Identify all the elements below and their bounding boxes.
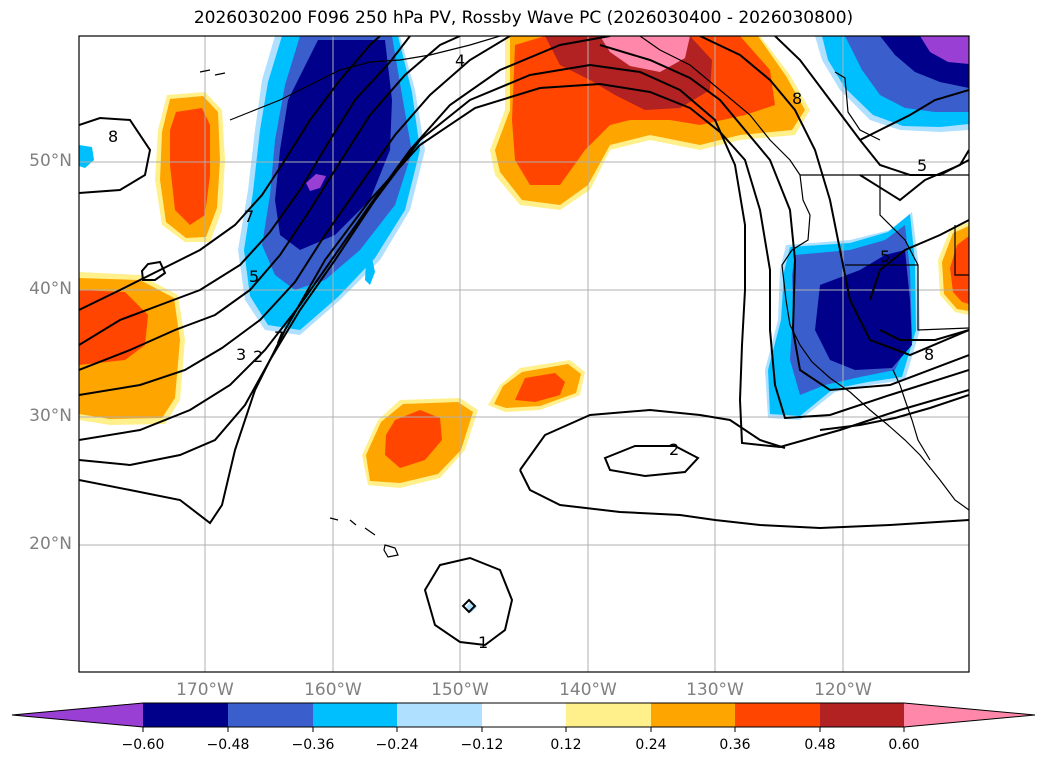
colorbar: [11, 702, 1036, 732]
pos-mid-region: [170, 108, 210, 225]
pos-mid-region: [385, 410, 442, 468]
neg-faint-region: [466, 601, 477, 613]
contour-label: 8: [924, 345, 934, 364]
lon-label-150w: 150°W: [431, 680, 489, 700]
colorbar-segment: [397, 703, 482, 727]
negative-anomaly-california: [765, 212, 920, 420]
colorbar-tick-label: −0.36: [291, 737, 335, 753]
contour-label: 2: [253, 347, 263, 366]
contour-labels: 4 8 5 7 5 3 2 7 8 8 5 2 1: [108, 51, 934, 652]
lon-label-170w: 170°W: [176, 680, 234, 700]
map-title: 2026030200 F096 250 hPa PV, Rossby Wave …: [193, 8, 854, 28]
colorbar-segment: [651, 703, 735, 727]
pos-mid-region: [79, 290, 148, 365]
contour-label: 2: [669, 440, 679, 459]
colorbar-max-extension: [904, 703, 1035, 727]
colorbar-min-extension: [12, 703, 143, 727]
colorbar-segment: [313, 703, 397, 727]
gridlines: [79, 36, 969, 672]
contour-label: 3: [236, 345, 246, 364]
contour-label: 8: [792, 89, 802, 108]
negative-anomaly-northeast: [815, 36, 969, 132]
colorbar-segment: [482, 703, 566, 727]
colorbar-segment: [143, 703, 228, 727]
colorbar-tick-label: 0.48: [804, 737, 836, 753]
contour-label: 7: [274, 328, 284, 347]
colorbar-tick-label: −0.24: [375, 737, 419, 753]
colorbar-segment: [228, 703, 313, 727]
colorbar-tick-label: 0.60: [888, 737, 920, 753]
pos-max-region: [600, 36, 690, 72]
contour-label: 7: [244, 207, 254, 226]
positive-anomaly-west-pacific: [155, 92, 225, 242]
positive-anomaly-alaska: [490, 36, 810, 210]
contour-label: 8: [108, 127, 118, 146]
pv-contours: [79, 36, 969, 647]
lat-label-50n: 50°N: [29, 151, 72, 171]
positive-anomaly-subtropics: [362, 360, 585, 488]
colorbar-tick-label: −0.12: [460, 737, 504, 753]
colorbar-segment: [566, 703, 651, 727]
contour-label: 1: [478, 633, 488, 652]
lat-label-20n: 20°N: [29, 534, 72, 554]
colorbar-tick-label: 0.36: [719, 737, 751, 753]
lon-label-120w: 120°W: [814, 680, 872, 700]
neg-weak-region: [365, 258, 375, 285]
map-frame: [78, 35, 970, 673]
contour-label: 5: [917, 156, 927, 175]
colorbar-segment: [820, 703, 904, 727]
colorbar-segment: [735, 703, 820, 727]
lon-label-140w: 140°W: [559, 680, 617, 700]
colorbar-tick-label: −0.48: [206, 737, 250, 753]
colorbar-tick-label: 0.12: [550, 737, 582, 753]
lat-label-30n: 30°N: [29, 406, 72, 426]
lon-label-130w: 130°W: [686, 680, 744, 700]
neg-strong-region: [815, 250, 912, 370]
neg-max-region: [306, 174, 326, 191]
contour-label: 4: [455, 51, 465, 70]
neg-max-region: [920, 36, 969, 64]
map-plot-area: 4 8 5 7 5 3 2 7 8 8 5 2 1: [79, 36, 969, 672]
colorbar-tick-label: 0.24: [635, 737, 667, 753]
pos-mid-region: [515, 373, 565, 402]
colorbar-tick-label: −0.60: [121, 737, 165, 753]
lat-label-40n: 40°N: [29, 279, 72, 299]
lon-label-160w: 160°W: [304, 680, 362, 700]
contour-label: 5: [249, 267, 259, 286]
contour-label: 5: [880, 247, 890, 266]
